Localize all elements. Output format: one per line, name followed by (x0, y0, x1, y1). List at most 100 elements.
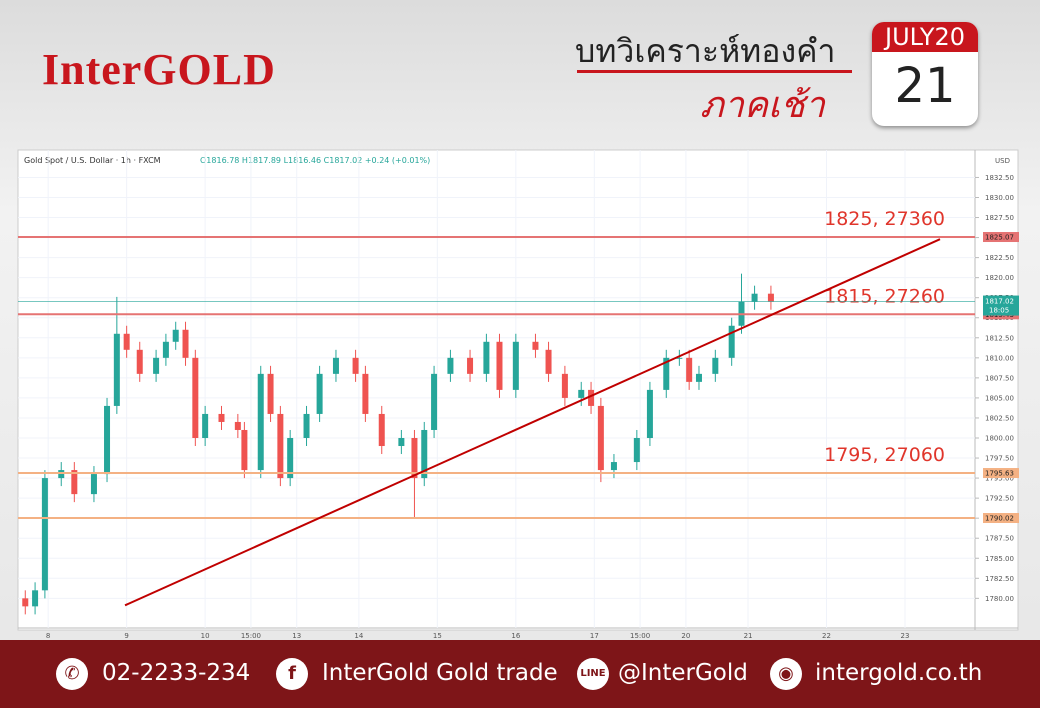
candle-body (277, 413, 284, 479)
candle-body (728, 325, 735, 358)
line: @InterGold (618, 660, 748, 686)
x-tick-label: 14 (354, 632, 363, 640)
candle-body (104, 405, 111, 475)
candle-body (545, 349, 552, 374)
x-tick-label: 23 (901, 632, 910, 640)
candle-body (162, 341, 169, 358)
calendar-day: 21 (894, 58, 956, 114)
candle-body (71, 470, 78, 495)
candle-body (234, 421, 241, 430)
level-note: 1825, 27360 (824, 208, 945, 230)
y-tick-label: 1820.00 (985, 274, 1014, 282)
last-price: 1817.02 (985, 298, 1014, 306)
candle-body (378, 413, 385, 447)
candle-body (398, 437, 405, 447)
y-tick-label: 1800.00 (985, 434, 1014, 442)
candle-body (41, 478, 48, 591)
line-icon: LINE (577, 658, 609, 690)
y-tick-label: 1780.00 (985, 595, 1014, 603)
candle-body (32, 590, 39, 607)
level-label: 1795.63 (985, 470, 1014, 478)
candle-body (561, 373, 568, 398)
ohlc: O1816.78 H1817.89 L1816.46 C1817.02 +0.2… (200, 156, 430, 165)
y-tick-label: 1795.00 (985, 475, 1014, 483)
x-tick-label: 22 (822, 632, 831, 640)
candle-body (532, 341, 539, 350)
phone: 02-2233-234 (102, 660, 251, 686)
candle-body (241, 429, 248, 471)
candle-body (597, 405, 604, 471)
candle-body (287, 437, 294, 479)
trend-line (124, 238, 941, 607)
candle-body (362, 373, 369, 414)
candle-body (496, 341, 503, 390)
candle-body (332, 357, 339, 374)
brand: InterGOLD (42, 45, 276, 94)
candle-body (22, 598, 29, 607)
y-tick-label: 1812.50 (985, 334, 1014, 342)
candle-body (663, 357, 670, 390)
footer: ✆ 02-2233-234 f InterGold Gold trade LIN… (0, 640, 1040, 708)
y-tick-label: 1802.50 (985, 414, 1014, 422)
x-tick-label: 10 (201, 632, 210, 640)
last-time: 18:05 (989, 307, 1009, 315)
x-tick-label: 16 (511, 632, 520, 640)
candle-body (90, 474, 97, 495)
candle-body (421, 429, 428, 479)
candle-body (411, 437, 418, 479)
y-tick-label: 1830.00 (985, 194, 1014, 202)
candle-body (676, 357, 683, 359)
candle-body (136, 349, 143, 374)
candle-body (467, 357, 474, 374)
web: intergold.co.th (815, 660, 983, 686)
candle-body (610, 462, 617, 471)
candle-body (447, 357, 454, 374)
chart: Gold Spot / U.S. Dollar · 1h · FXCM O181… (17, 149, 1019, 640)
candle-body (633, 437, 640, 463)
candle-body (257, 373, 264, 471)
y-tick-label: 1787.50 (985, 535, 1014, 543)
candle-body (202, 413, 209, 438)
candle-body (153, 357, 160, 374)
y-tick-label: 1785.00 (985, 555, 1014, 563)
title: บทวิเคราะห์ทองคำ (575, 32, 836, 70)
y-tick-label: 1792.50 (985, 495, 1014, 503)
calendar: JULY20 21 (872, 22, 978, 126)
x-tick-label: 15:00 (630, 632, 650, 640)
candle-body (316, 373, 323, 414)
candle-body (123, 333, 130, 350)
x-tick-label: 8 (46, 632, 50, 640)
x-tick-label: 17 (590, 632, 599, 640)
phone-icon: ✆ (56, 658, 88, 690)
candle-body (352, 357, 359, 374)
candle-body (172, 329, 179, 342)
level-label: 1790.02 (985, 515, 1014, 523)
level-note: 1815, 27260 (824, 285, 945, 307)
candle-body (431, 373, 438, 430)
y-tick-label: 1832.50 (985, 174, 1014, 182)
x-tick-label: 15 (433, 632, 442, 640)
x-tick-label: 21 (744, 632, 753, 640)
last-price-tag (983, 295, 1019, 316)
candle-body (767, 293, 774, 302)
candle-body (192, 357, 199, 438)
web-icon: ◉ (770, 658, 802, 690)
level-note: 1795, 27060 (824, 444, 945, 466)
candle-body (218, 413, 225, 422)
level-tag (983, 468, 1019, 479)
candle-body (303, 413, 310, 438)
candle-body (182, 329, 189, 358)
y-tick-label: 1827.50 (985, 214, 1014, 222)
chart-panel (17, 149, 1019, 631)
level-tag (983, 513, 1019, 524)
y-tick-label: 1822.50 (985, 254, 1014, 262)
x-tick-label: 15:00 (241, 632, 261, 640)
candle-body (695, 373, 702, 382)
level-label: 1825.07 (985, 234, 1014, 242)
y-tick-label: 1782.50 (985, 575, 1014, 583)
facebook: InterGold Gold trade (322, 660, 558, 686)
candle-body (58, 470, 65, 479)
y-tick-label: 1810.00 (985, 354, 1014, 362)
y-tick-label: 1805.00 (985, 394, 1014, 402)
